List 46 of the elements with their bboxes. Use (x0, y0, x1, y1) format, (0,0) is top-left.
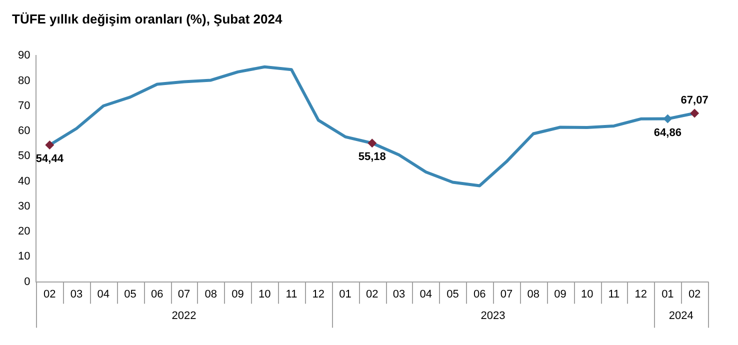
data-label: 67,07 (680, 94, 708, 106)
text: 2024 (668, 310, 694, 322)
x-tick-label: 03 (70, 288, 83, 300)
x-tick-label: 07 (500, 288, 513, 300)
point (45, 140, 54, 150)
x-tick-label: 08 (204, 288, 218, 300)
x-tick-label: 07 (178, 288, 190, 300)
x-tick-label: 04 (420, 288, 432, 300)
x-tick-label: 06 (473, 288, 486, 300)
x-tick-label: 09 (232, 288, 244, 300)
x-tick-label: 10 (580, 288, 594, 300)
x-tick-label: 02 (366, 288, 378, 300)
y-tick-label: 50 (18, 150, 30, 162)
y-tick-label: 70 (18, 100, 30, 112)
x-tick-label: 06 (151, 288, 164, 300)
x-tick-label: 01 (662, 288, 674, 300)
x-tick-label: 08 (527, 288, 540, 300)
point (368, 138, 377, 148)
x-tick-label: 03 (392, 288, 406, 300)
text: 2022 (172, 310, 196, 322)
chart-title: TÜFE yıllık değişim oranları (%), Şubat 2024 (12, 11, 283, 26)
y-tick-label: 40 (18, 175, 30, 188)
data-label: 64,86 (654, 126, 682, 139)
x-tick-label: 10 (258, 288, 271, 300)
x-tick-label: 12 (312, 288, 324, 300)
x-tick-label: 01 (339, 288, 352, 300)
x-tick-label: 04 (97, 288, 110, 300)
text: 2023 (480, 310, 506, 322)
x-tick-label: 02 (688, 288, 701, 300)
x-tick-label: 11 (608, 288, 620, 300)
y-tick-label: 80 (18, 74, 30, 87)
point (690, 108, 700, 118)
x-tick-label: 11 (286, 288, 298, 300)
data-label: 54,44 (36, 153, 64, 166)
x-tick-label: 05 (446, 288, 459, 300)
data-label: 55,18 (358, 151, 386, 164)
y-tick-label: 20 (18, 226, 30, 238)
y-tick-label: 90 (18, 50, 30, 62)
x-tick-label: 09 (554, 288, 566, 300)
x-tick-label: 12 (634, 288, 647, 300)
x-tick-label: 02 (44, 288, 56, 300)
y-tick-label: 10 (18, 250, 30, 263)
y-tick-label: 30 (18, 200, 30, 212)
x-tick-label: 05 (124, 288, 136, 300)
y-tick-label: 0 (24, 276, 30, 288)
y-tick-label: 60 (18, 125, 30, 138)
